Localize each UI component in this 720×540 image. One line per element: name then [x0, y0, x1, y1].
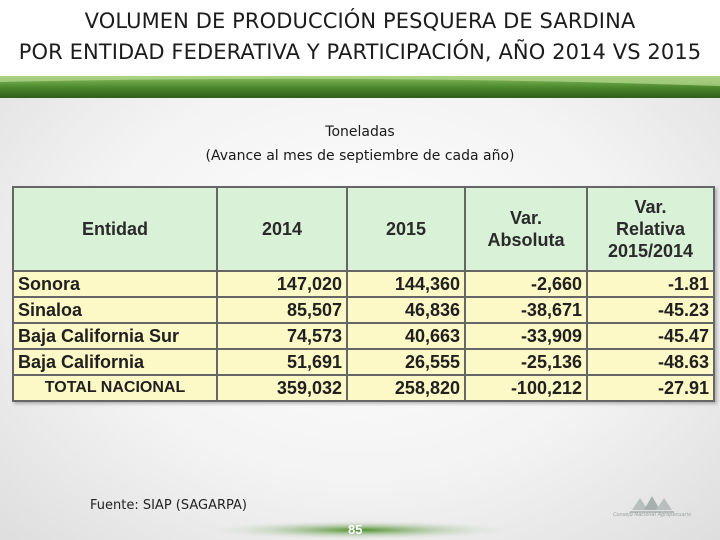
cell-total-var-absoluta: -100,212 — [464, 374, 588, 402]
cna-logo-icon — [630, 496, 674, 513]
cell-2015: 46,836 — [346, 296, 466, 324]
page-title-line-1: VOLUMEN DE PRODUCCIÓN PESQUERA DE SARDIN… — [84, 9, 636, 33]
table-row: Baja California Sur 74,573 40,663 -33,90… — [12, 322, 715, 350]
header-var-absoluta-line-2: Absoluta — [487, 230, 565, 250]
footer-green-band — [200, 520, 520, 540]
cell-2015: 26,555 — [346, 348, 466, 376]
cell-2014: 74,573 — [216, 322, 348, 350]
cell-total-2014: 359,032 — [216, 374, 348, 402]
cell-entidad: Sonora — [12, 270, 218, 298]
cell-2014: 51,691 — [216, 348, 348, 376]
logo-caption: Consejo Nacional Agropecuario — [612, 512, 692, 518]
table-row: Baja California 51,691 26,555 -25,136 -4… — [12, 348, 715, 376]
table-header-row: Entidad 2014 2015 Var. Absoluta Var. Rel… — [12, 186, 715, 272]
cell-2015: 144,360 — [346, 270, 466, 298]
cell-entidad: Baja California — [12, 348, 218, 376]
cell-var-absoluta: -25,136 — [464, 348, 588, 376]
cell-total-var-relativa: -27.91 — [586, 374, 715, 402]
cell-var-relativa: -48.63 — [586, 348, 715, 376]
table-row: Sonora 147,020 144,360 -2,660 -1.81 — [12, 270, 715, 298]
header-entidad: Entidad — [12, 186, 218, 272]
header-2014: 2014 — [216, 186, 348, 272]
page-number: 85 — [348, 522, 363, 537]
header-var-relativa: Var. Relativa 2015/2014 — [586, 186, 715, 272]
header-2015: 2015 — [346, 186, 466, 272]
cell-var-absoluta: -33,909 — [464, 322, 588, 350]
cell-var-relativa: -1.81 — [586, 270, 715, 298]
cell-var-relativa: -45.47 — [586, 322, 715, 350]
cell-2014: 85,507 — [216, 296, 348, 324]
header-var-absoluta-line-1: Var. — [509, 208, 543, 228]
header-var-relativa-line-3: 2015/2014 — [607, 241, 694, 261]
header-var-relativa-line-1: Var. — [634, 197, 667, 217]
table-total-row: TOTAL NACIONAL 359,032 258,820 -100,212 … — [12, 374, 715, 402]
header-var-absoluta: Var. Absoluta — [464, 186, 588, 272]
production-table: Entidad 2014 2015 Var. Absoluta Var. Rel… — [12, 186, 715, 402]
cell-total-2015: 258,820 — [346, 374, 466, 402]
cell-var-absoluta: -2,660 — [464, 270, 588, 298]
cell-entidad: Baja California Sur — [12, 322, 218, 350]
header-green-swoosh — [0, 76, 720, 98]
source-note: Fuente: SIAP (SAGARPA) — [90, 498, 248, 513]
header-var-relativa-line-2: Relativa — [615, 219, 686, 239]
units-label: Toneladas — [325, 124, 395, 140]
cell-entidad: Sinaloa — [12, 296, 218, 324]
cell-total-label: TOTAL NACIONAL — [12, 374, 218, 402]
cell-var-absoluta: -38,671 — [464, 296, 588, 324]
table-row: Sinaloa 85,507 46,836 -38,671 -45.23 — [12, 296, 715, 324]
period-note: (Avance al mes de septiembre de cada año… — [205, 148, 515, 164]
cell-2014: 147,020 — [216, 270, 348, 298]
cell-2015: 40,663 — [346, 322, 466, 350]
cell-var-relativa: -45.23 — [586, 296, 715, 324]
page-title-line-2: POR ENTIDAD FEDERATIVA Y PARTICIPACIÓN, … — [18, 40, 702, 64]
